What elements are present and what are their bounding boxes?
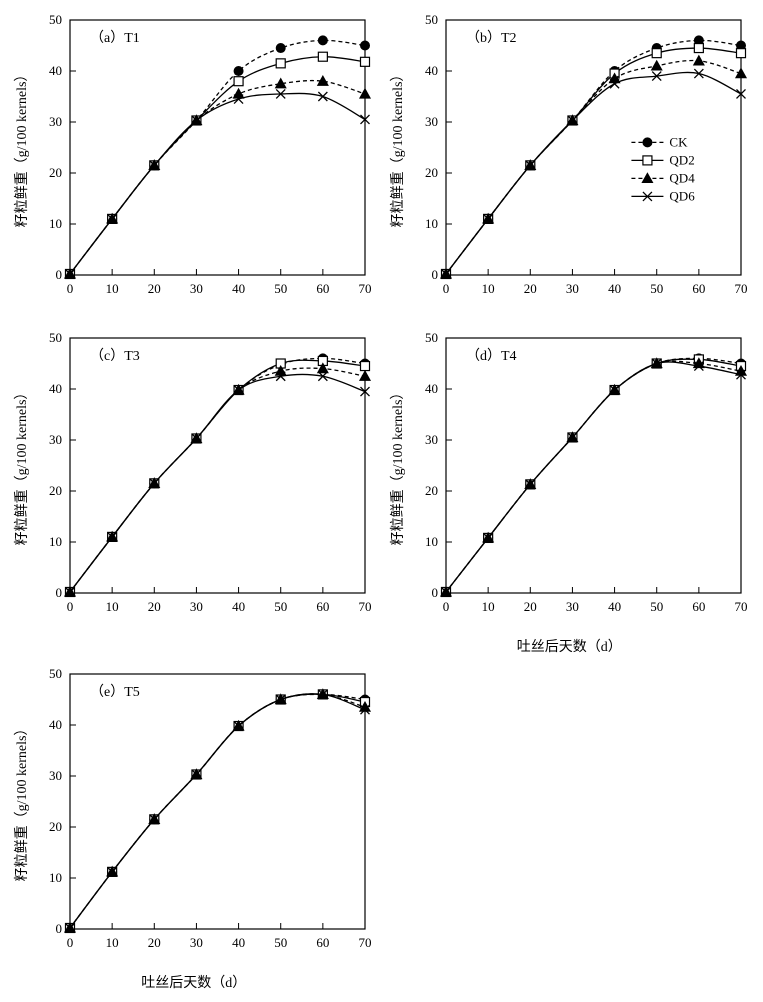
svg-text:30: 30 — [425, 114, 438, 129]
svg-text:10: 10 — [106, 599, 119, 614]
svg-text:30: 30 — [190, 599, 203, 614]
svg-text:50: 50 — [274, 599, 287, 614]
svg-text:20: 20 — [523, 599, 536, 614]
svg-text:10: 10 — [481, 281, 494, 296]
panel-a: 0 10 20 30 40 50 60 70 0 10 20 30 40 50 籽粒鲜重（g/100 ker… — [10, 10, 378, 320]
svg-text:50: 50 — [49, 330, 62, 345]
panel-b: 0 10 20 30 40 50 60 70 0 10 20 30 40 50 籽粒鲜重（g/100 ker… — [386, 10, 754, 320]
svg-text:籽粒鲜重（g/100 kernels）: 籽粒鲜重（g/100 kernels） — [14, 68, 30, 228]
svg-text:50: 50 — [274, 935, 287, 950]
svg-text:30: 30 — [49, 432, 62, 447]
svg-text:籽粒鲜重（g/100 kernels）: 籽粒鲜重（g/100 kernels） — [390, 68, 406, 228]
svg-text:0: 0 — [67, 935, 74, 950]
svg-text:QD6: QD6 — [669, 188, 695, 203]
svg-text:0: 0 — [56, 267, 63, 282]
svg-text:20: 20 — [148, 281, 161, 296]
svg-text:50: 50 — [650, 599, 663, 614]
svg-text:30: 30 — [425, 432, 438, 447]
svg-text:20: 20 — [49, 483, 62, 498]
svg-text:40: 40 — [49, 381, 62, 396]
svg-text:籽粒鲜重（g/100 kernels）: 籽粒鲜重（g/100 kernels） — [390, 386, 406, 546]
panel-d: 0 10 20 30 40 50 60 70 0 10 20 30 40 50 籽粒鲜重（g/100 ker… — [386, 328, 754, 656]
x-axis-label-d: 吐丝后天数（d） — [386, 636, 754, 656]
svg-text:0: 0 — [56, 585, 63, 600]
svg-text:20: 20 — [148, 935, 161, 950]
svg-text:0: 0 — [442, 599, 449, 614]
svg-text:20: 20 — [148, 599, 161, 614]
svg-text:40: 40 — [232, 281, 245, 296]
svg-text:（c）T3: （c）T3 — [90, 348, 140, 364]
svg-text:QD4: QD4 — [669, 170, 695, 185]
svg-text:10: 10 — [106, 281, 119, 296]
panel-c: 0 10 20 30 40 50 60 70 0 10 20 30 40 50 籽粒鲜重（g/100 ker… — [10, 328, 378, 656]
svg-text:籽粒鲜重（g/100 kernels）: 籽粒鲜重（g/100 kernels） — [14, 722, 30, 882]
svg-text:40: 40 — [49, 63, 62, 78]
svg-text:60: 60 — [692, 599, 705, 614]
svg-text:20: 20 — [49, 165, 62, 180]
svg-text:0: 0 — [67, 599, 74, 614]
svg-text:60: 60 — [692, 281, 705, 296]
svg-text:20: 20 — [425, 165, 438, 180]
svg-text:（d）T4: （d）T4 — [466, 348, 517, 364]
svg-text:10: 10 — [481, 599, 494, 614]
svg-text:0: 0 — [442, 281, 449, 296]
svg-text:40: 40 — [425, 63, 438, 78]
svg-text:20: 20 — [49, 819, 62, 834]
x-axis-label-e: 吐丝后天数（d） — [10, 972, 378, 992]
svg-text:10: 10 — [425, 216, 438, 231]
svg-text:20: 20 — [523, 281, 536, 296]
svg-text:50: 50 — [49, 666, 62, 681]
svg-text:40: 40 — [232, 935, 245, 950]
svg-text:50: 50 — [650, 281, 663, 296]
svg-text:40: 40 — [232, 599, 245, 614]
svg-text:50: 50 — [425, 330, 438, 345]
svg-text:70: 70 — [734, 599, 747, 614]
svg-text:籽粒鲜重（g/100 kernels）: 籽粒鲜重（g/100 kernels） — [14, 386, 30, 546]
svg-text:50: 50 — [425, 12, 438, 27]
svg-text:60: 60 — [316, 935, 329, 950]
svg-text:0: 0 — [431, 585, 438, 600]
svg-text:（b）T2: （b）T2 — [466, 30, 517, 46]
svg-text:10: 10 — [49, 216, 62, 231]
svg-text:（a）T1: （a）T1 — [90, 30, 140, 46]
svg-text:20: 20 — [425, 483, 438, 498]
panel-e: 0 10 20 30 40 50 60 70 0 10 20 30 40 50 籽粒鲜重（g/100 ker… — [10, 664, 378, 992]
svg-text:30: 30 — [190, 935, 203, 950]
svg-text:0: 0 — [56, 921, 63, 936]
svg-text:50: 50 — [49, 12, 62, 27]
svg-text:0: 0 — [431, 267, 438, 282]
svg-text:60: 60 — [316, 281, 329, 296]
svg-text:10: 10 — [49, 870, 62, 885]
svg-text:30: 30 — [49, 768, 62, 783]
svg-text:60: 60 — [316, 599, 329, 614]
chart-grid: 0 10 20 30 40 50 60 70 0 10 20 30 40 50 籽粒鲜重（g/100 ker… — [10, 10, 753, 992]
svg-text:40: 40 — [608, 281, 621, 296]
svg-text:70: 70 — [359, 935, 372, 950]
svg-text:CK: CK — [669, 134, 688, 149]
svg-text:30: 30 — [190, 281, 203, 296]
svg-text:30: 30 — [565, 281, 578, 296]
svg-text:40: 40 — [425, 381, 438, 396]
svg-text:10: 10 — [425, 534, 438, 549]
svg-text:70: 70 — [734, 281, 747, 296]
svg-text:0: 0 — [67, 281, 74, 296]
svg-text:70: 70 — [359, 281, 372, 296]
svg-text:70: 70 — [359, 599, 372, 614]
svg-text:40: 40 — [608, 599, 621, 614]
svg-text:40: 40 — [49, 717, 62, 732]
svg-text:QD2: QD2 — [669, 152, 694, 167]
svg-text:10: 10 — [49, 534, 62, 549]
svg-text:（e）T5: （e）T5 — [90, 684, 140, 700]
svg-text:10: 10 — [106, 935, 119, 950]
svg-text:30: 30 — [49, 114, 62, 129]
svg-text:50: 50 — [274, 281, 287, 296]
svg-text:30: 30 — [565, 599, 578, 614]
